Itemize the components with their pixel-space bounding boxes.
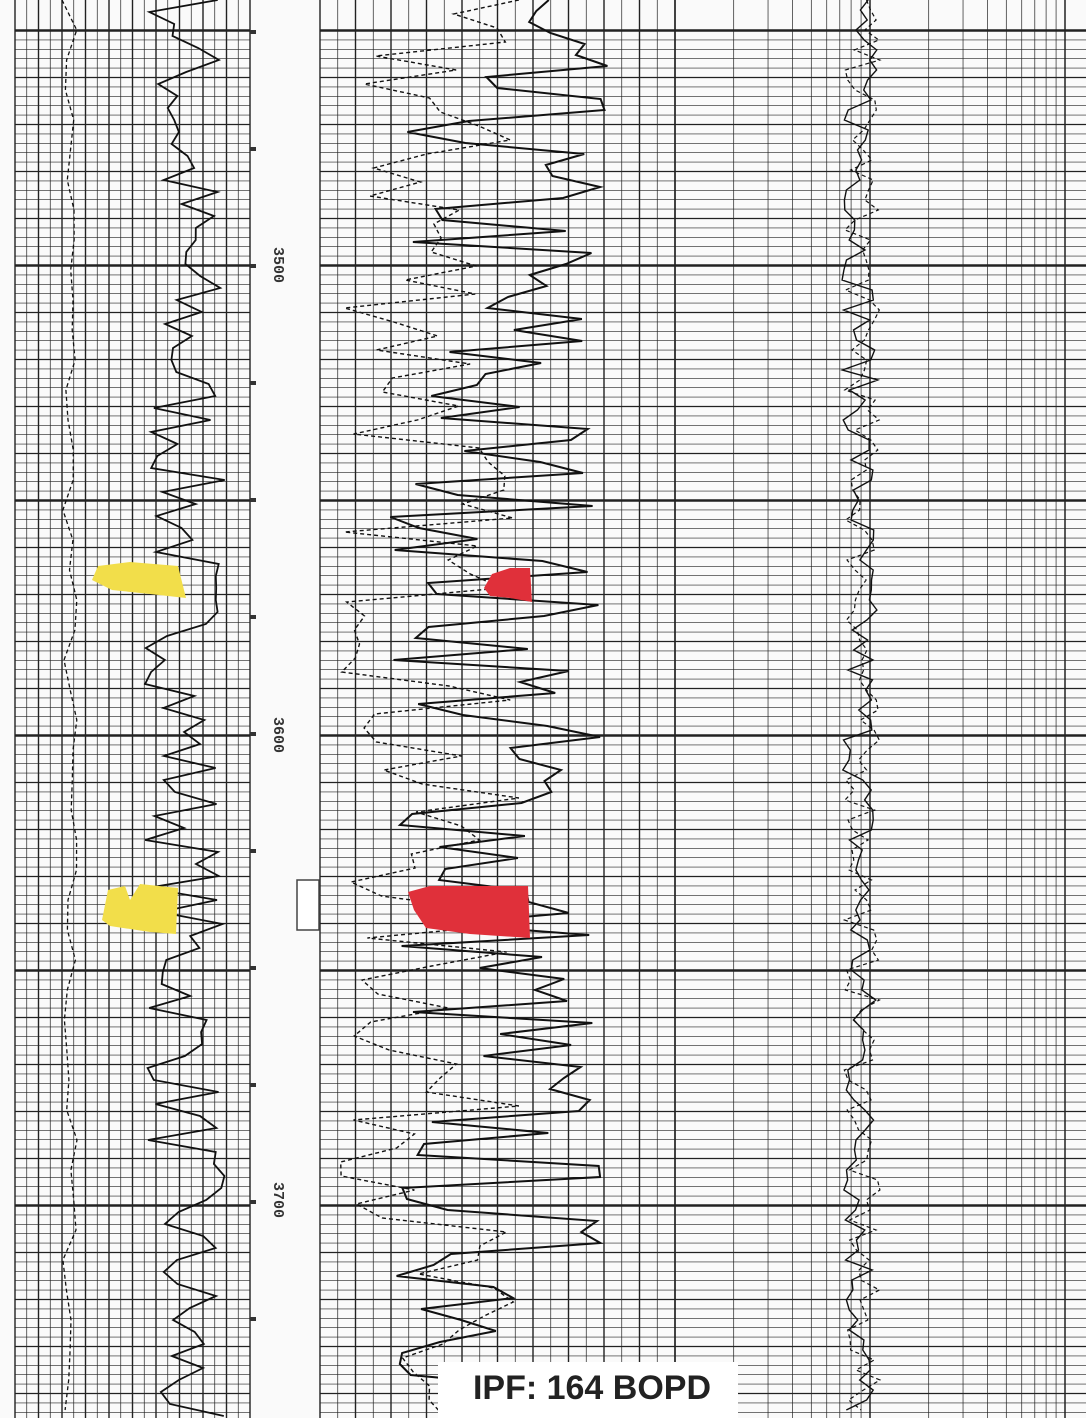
log-curve [143,0,226,1417]
depth-tick [250,966,256,970]
yellow-shading [92,562,186,598]
depth-tick [250,264,256,268]
depth-tick [250,849,256,853]
depth-tick [250,1083,256,1087]
depth-label: 3500 [269,247,286,283]
depth-tick [250,615,256,619]
red-shading [484,568,532,602]
annotation: IPF: 164 BOPD [473,1369,711,1407]
depth-label: 3600 [269,717,286,753]
log-curve [61,0,78,1411]
depth-label: 3700 [269,1182,286,1218]
log-curve [389,0,608,1409]
depth-tick [250,147,256,151]
depth-tick [250,732,256,736]
depth-tick [250,30,256,34]
log-curve [339,0,520,1415]
red-shading [408,886,530,938]
curves [61,0,882,1417]
depth-tick [250,498,256,502]
yellow-shading [102,884,178,934]
log-curve [842,0,882,1411]
depth-tick [250,1200,256,1204]
depth-marker [296,879,320,931]
grid [14,0,1086,1418]
annotation-box [438,1362,738,1418]
depth-tick [250,381,256,385]
log-curve [840,0,881,1411]
depth-tick [250,1317,256,1321]
